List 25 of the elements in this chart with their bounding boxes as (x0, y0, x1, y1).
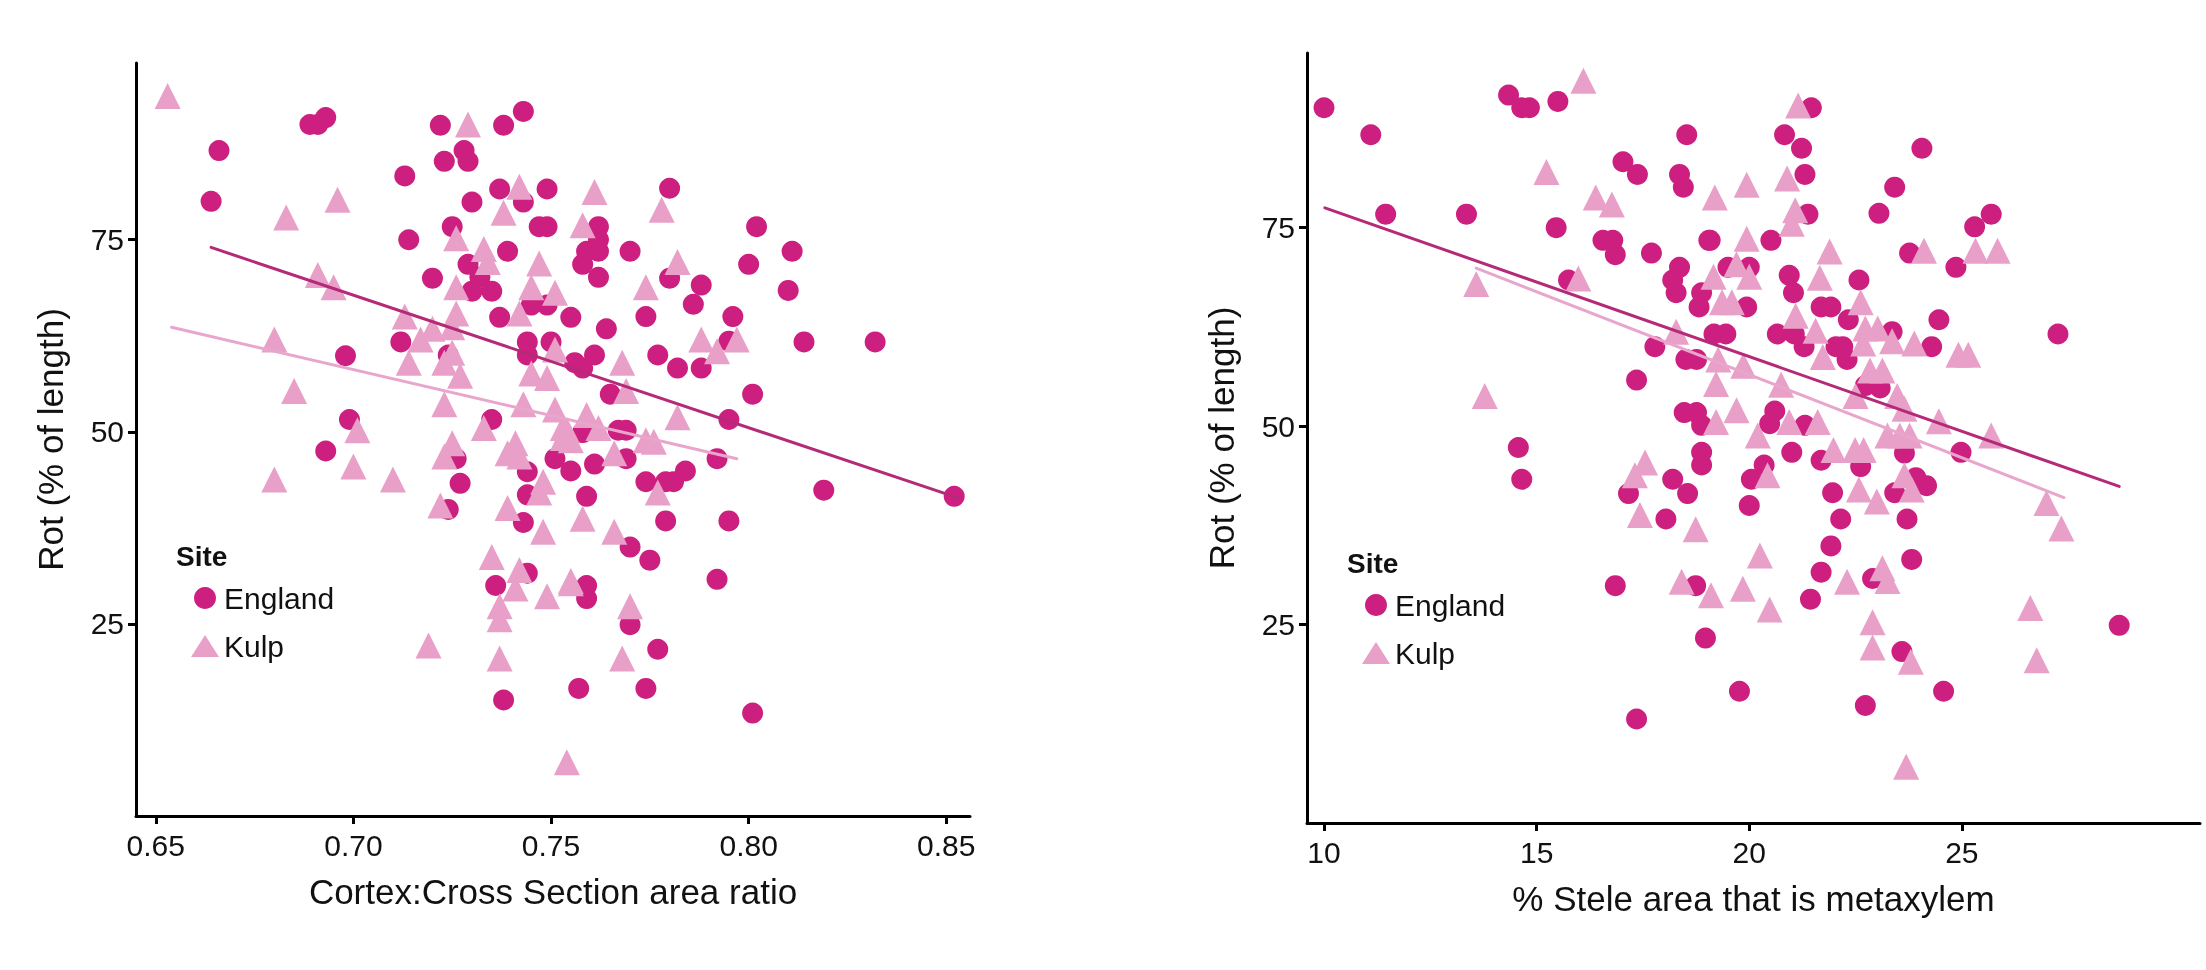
y-tick-label: 50 (90, 415, 124, 449)
x-tick-label: 0.65 (126, 828, 185, 862)
x-tick-label: 20 (1732, 835, 1766, 869)
x-tick-label: 10 (1307, 835, 1341, 869)
y-tick-label: 25 (1261, 608, 1295, 642)
y-tick-label: 75 (90, 223, 124, 257)
x-tick-label: 15 (1519, 835, 1554, 869)
y-tick-label: 50 (1261, 409, 1295, 443)
x-tick-label: 25 (1945, 835, 1979, 869)
legend-title: Site (1347, 547, 1399, 579)
y-axis-title: Rot (% of length) (1202, 306, 1241, 570)
x-tick-label: 0.75 (521, 828, 581, 862)
x-tick-label: 0.70 (324, 828, 383, 862)
legend-title: Site (176, 540, 228, 572)
y-axis-title: Rot (% of length) (31, 308, 70, 571)
x-axis-title: Cortex:Cross Section area ratio (308, 872, 798, 911)
x-tick-label: 0.80 (719, 828, 778, 862)
y-tick-label: 75 (1261, 211, 1295, 245)
legend-label: England (1395, 588, 1506, 622)
legend-label: Kulp (224, 629, 285, 663)
x-tick-label: 0.85 (917, 828, 976, 862)
x-axis-title: % Stele area that is metaxylem (1512, 879, 1995, 918)
legend-label: England (224, 581, 335, 615)
legend-label: Kulp (1395, 636, 1456, 670)
y-tick-label: 25 (90, 607, 124, 641)
